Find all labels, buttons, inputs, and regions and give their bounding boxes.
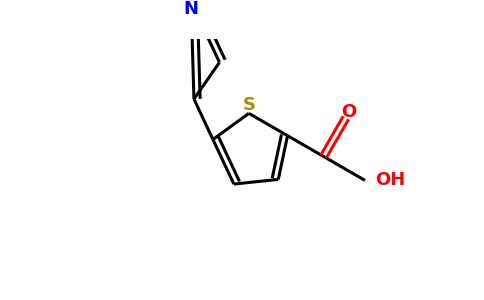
Text: O: O (341, 103, 356, 121)
Text: N: N (183, 0, 198, 18)
Text: S: S (242, 96, 256, 114)
Text: OH: OH (375, 171, 406, 189)
